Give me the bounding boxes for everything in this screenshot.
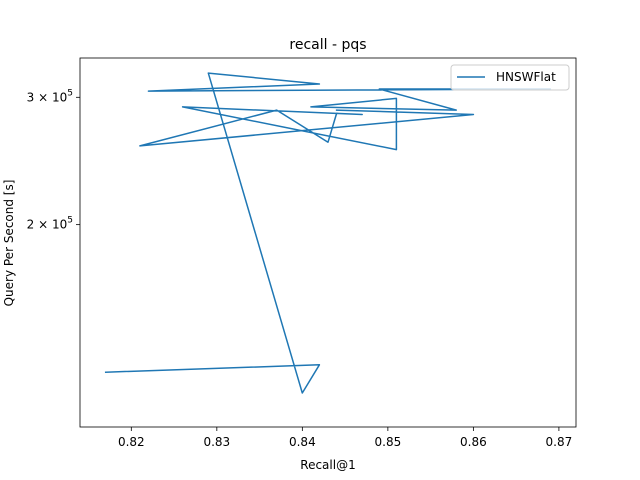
y-axis-label: Query Per Second [s] (2, 180, 16, 307)
legend-box (450, 64, 570, 91)
legend-label-hnswflat: HNSWFlat (496, 70, 556, 84)
x-tick-label: 0.84 (289, 435, 316, 449)
x-tick-label: 0.86 (460, 435, 487, 449)
x-tick-label: 0.82 (118, 435, 145, 449)
x-axis-ticks: 0.82 0.83 0.84 0.85 0.86 0.87 (118, 427, 572, 449)
x-tick-label: 0.83 (203, 435, 230, 449)
series-line-hnswflat (104, 72, 552, 394)
y-axis-ticks: 2 × 105 3 × 105 (27, 88, 80, 232)
series-layer (104, 72, 552, 394)
plot-area (79, 57, 577, 428)
x-axis-label: Recall@1 (300, 458, 355, 472)
y-tick-label: 3 × 105 (27, 88, 73, 104)
axes-frame (79, 57, 577, 428)
y-tick-label: 2 × 105 (27, 216, 73, 232)
x-tick-label: 0.85 (375, 435, 402, 449)
chart-title: recall - pqs (289, 37, 366, 53)
legend: HNSWFlat (450, 64, 570, 91)
x-tick-label: 0.87 (546, 435, 573, 449)
